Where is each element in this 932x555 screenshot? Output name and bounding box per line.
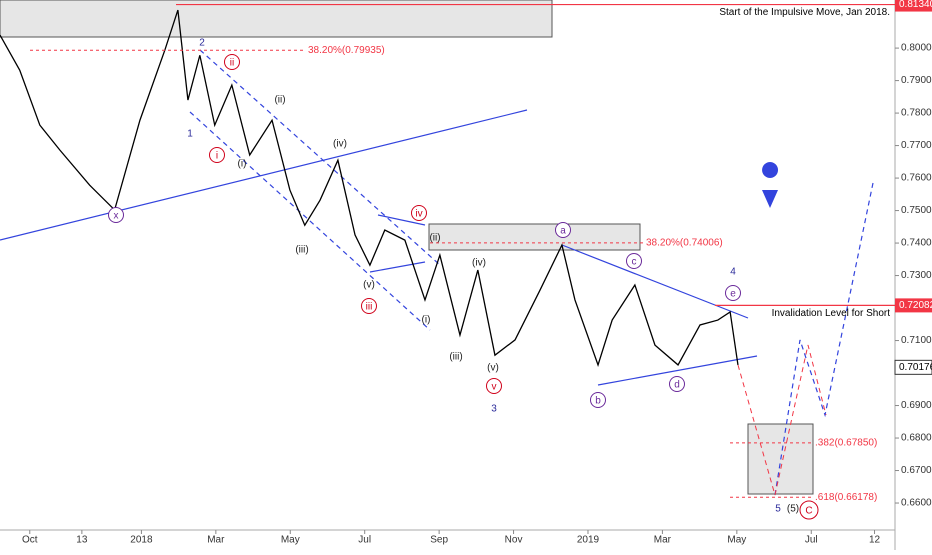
x-tick-label: May [727, 535, 746, 546]
price-tag [894, 359, 932, 375]
wave-label: i [216, 151, 218, 162]
wave-label: 1 [187, 129, 193, 140]
wave-label: (v) [363, 280, 375, 291]
wave-circle [626, 253, 642, 269]
wave-label: (5) [787, 504, 799, 515]
wave-label: (iii) [295, 245, 308, 256]
price-tag-label: 0.72082 [899, 300, 932, 311]
x-tick-label: Nov [505, 535, 523, 546]
wave-label: iv [415, 209, 422, 220]
x-tick-label: Mar [207, 535, 225, 546]
wave-label: (i) [422, 315, 431, 326]
x-tick-label: Oct [22, 535, 38, 546]
wave-circle [725, 285, 741, 301]
x-tick-label: 2018 [130, 535, 153, 546]
wave-circle [108, 207, 124, 223]
x-tick-label: 2019 [577, 535, 600, 546]
wave-label: e [730, 289, 736, 300]
wave-label: (i) [238, 159, 247, 170]
x-tick-label: 13 [76, 535, 88, 546]
price-tag [895, 298, 932, 313]
x-tick-label: May [281, 535, 300, 546]
wave-circle [411, 205, 427, 221]
x-tick-label: Mar [654, 535, 672, 546]
wave-label: (v) [487, 363, 499, 374]
fib-label: 38.20%(0.79935) [308, 45, 385, 56]
price-tag-label: 0.81340 [899, 0, 932, 10]
fib-label: .382(0.67850) [815, 438, 877, 449]
wave-circle [486, 378, 502, 394]
wave-circle [224, 54, 240, 70]
wave-label: x [114, 211, 119, 222]
price-tag-label: 0.70176 [899, 362, 932, 373]
wave-label: c [632, 257, 637, 268]
wave-label: (iv) [333, 139, 347, 150]
x-tick-label: Sep [430, 535, 448, 546]
wave-circle [799, 500, 819, 520]
wave-label: 3 [491, 404, 497, 415]
wave-label: d [674, 380, 680, 391]
price-tag [895, 0, 932, 12]
wave-circle [209, 147, 225, 163]
x-tick-label: Jul [805, 535, 818, 546]
price-line [0, 9, 739, 367]
wave-label: iii [366, 302, 373, 313]
wave-label: v [492, 382, 497, 393]
wave-circle [555, 222, 571, 238]
wave-circle [361, 298, 377, 314]
wave-label: (iii) [449, 352, 462, 363]
x-tick-label: Jul [358, 535, 371, 546]
wave-label: 5 [775, 504, 781, 515]
wave-label: (ii) [274, 95, 285, 106]
wave-label: (ii) [429, 233, 440, 244]
projection [737, 344, 827, 496]
wave-circle [669, 376, 685, 392]
x-tick-label: 12 [869, 535, 881, 546]
fib-label: .618(0.66178) [815, 492, 877, 503]
wave-label: ii [230, 58, 234, 69]
zone-box [0, 0, 553, 38]
wave-label: (iv) [472, 258, 486, 269]
zone-box [428, 223, 641, 251]
wave-label: b [595, 396, 601, 407]
level-note: Start of the Impulsive Move, Jan 2018. [719, 7, 890, 18]
y-tick-label: 0.66000 [901, 498, 932, 509]
trendlines [0, 49, 874, 496]
fib-label: 38.20%(0.74006) [646, 238, 723, 249]
marker [762, 162, 779, 208]
level-note: Invalidation Level for Short [772, 308, 891, 319]
wave-label: a [560, 226, 566, 237]
wave-label: C [805, 506, 812, 517]
wave-label: 2 [199, 38, 205, 49]
wave-label: 4 [730, 267, 736, 278]
wave-circle [590, 392, 606, 408]
